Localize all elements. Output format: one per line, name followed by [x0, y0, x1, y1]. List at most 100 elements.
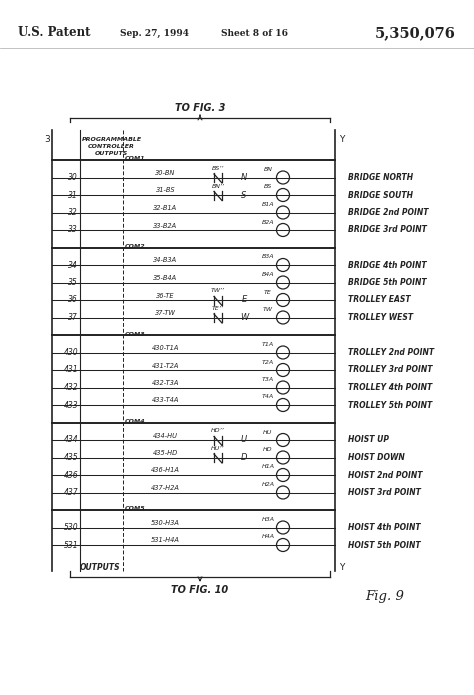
- Text: COM1: COM1: [125, 156, 146, 161]
- Text: B2A: B2A: [262, 220, 274, 224]
- Text: 37: 37: [68, 313, 78, 322]
- Text: 531: 531: [64, 541, 78, 550]
- Text: BRIDGE SOUTH: BRIDGE SOUTH: [348, 190, 413, 199]
- Text: 436: 436: [64, 471, 78, 480]
- Text: Y: Y: [339, 563, 345, 572]
- Text: 431: 431: [64, 366, 78, 375]
- Text: TROLLEY 5th POINT: TROLLEY 5th POINT: [348, 400, 432, 409]
- Text: 430: 430: [64, 348, 78, 357]
- Text: TROLLEY 3rd POINT: TROLLEY 3rd POINT: [348, 366, 432, 375]
- Text: HOIST 2nd POINT: HOIST 2nd POINT: [348, 471, 422, 480]
- Text: 530-H3A: 530-H3A: [151, 520, 180, 526]
- Text: COM3: COM3: [125, 332, 146, 336]
- Text: HOIST UP: HOIST UP: [348, 436, 389, 445]
- Text: PROGRAMMABLE: PROGRAMMABLE: [82, 137, 142, 142]
- Text: HOIST 5th POINT: HOIST 5th POINT: [348, 541, 420, 550]
- Text: 531-H4A: 531-H4A: [151, 537, 180, 543]
- Text: HD’’: HD’’: [211, 429, 225, 434]
- Text: 35-B4A: 35-B4A: [154, 275, 178, 281]
- Text: TE: TE: [264, 290, 272, 295]
- Text: BN’’: BN’’: [211, 183, 224, 188]
- Text: 530: 530: [64, 523, 78, 532]
- Text: 30-BN: 30-BN: [155, 170, 176, 176]
- Text: 435: 435: [64, 453, 78, 462]
- Text: 31: 31: [68, 190, 78, 199]
- Text: S: S: [241, 190, 246, 199]
- Text: Fig. 9: Fig. 9: [365, 590, 404, 603]
- Text: 434: 434: [64, 436, 78, 445]
- Text: 5,350,076: 5,350,076: [374, 26, 456, 40]
- Text: N: N: [241, 173, 247, 182]
- Text: 30: 30: [68, 173, 78, 182]
- Text: H4A: H4A: [262, 534, 274, 539]
- Text: 36: 36: [68, 295, 78, 304]
- Text: H2A: H2A: [262, 482, 274, 487]
- Text: T1A: T1A: [262, 342, 274, 347]
- Text: 32: 32: [68, 208, 78, 217]
- Text: U.S. Patent: U.S. Patent: [18, 26, 91, 40]
- Text: U: U: [241, 436, 247, 445]
- Text: 34: 34: [68, 261, 78, 270]
- Text: BS’’: BS’’: [212, 166, 224, 171]
- Text: Sheet 8 of 16: Sheet 8 of 16: [221, 28, 289, 38]
- Text: 433: 433: [64, 400, 78, 409]
- Text: Sep. 27, 1994: Sep. 27, 1994: [120, 28, 190, 38]
- Text: 436-H1A: 436-H1A: [151, 468, 180, 473]
- Text: 3: 3: [44, 136, 50, 145]
- Text: HU: HU: [264, 430, 273, 434]
- Text: H3A: H3A: [262, 517, 274, 522]
- Text: 431-T2A: 431-T2A: [152, 363, 179, 368]
- Text: 33-B2A: 33-B2A: [154, 222, 178, 229]
- Text: BRIDGE 5th POINT: BRIDGE 5th POINT: [348, 278, 427, 287]
- Text: E: E: [241, 295, 246, 304]
- Text: OUTPUTS: OUTPUTS: [95, 151, 128, 156]
- Text: HOIST 4th POINT: HOIST 4th POINT: [348, 523, 420, 532]
- Text: HU’’: HU’’: [211, 446, 225, 451]
- Text: B3A: B3A: [262, 254, 274, 259]
- Text: TROLLEY 4th POINT: TROLLEY 4th POINT: [348, 383, 432, 392]
- Text: H1A: H1A: [262, 464, 274, 470]
- Text: BRIDGE 2nd POINT: BRIDGE 2nd POINT: [348, 208, 428, 217]
- Text: B4A: B4A: [262, 272, 274, 277]
- Text: 33: 33: [68, 225, 78, 234]
- Text: TO FIG. 3: TO FIG. 3: [175, 103, 225, 113]
- Text: 430-T1A: 430-T1A: [152, 345, 179, 351]
- Text: 432-T3A: 432-T3A: [152, 380, 179, 386]
- Text: B1A: B1A: [262, 202, 274, 207]
- Text: HOIST DOWN: HOIST DOWN: [348, 453, 405, 462]
- Text: TROLLEY EAST: TROLLEY EAST: [348, 295, 410, 304]
- Text: TO FIG. 10: TO FIG. 10: [172, 584, 228, 595]
- Text: 434-HU: 434-HU: [153, 432, 178, 439]
- Text: 435-HD: 435-HD: [153, 450, 178, 456]
- Text: 36-TE: 36-TE: [156, 293, 175, 298]
- Text: TROLLEY WEST: TROLLEY WEST: [348, 313, 413, 322]
- Text: BRIDGE 4th POINT: BRIDGE 4th POINT: [348, 261, 427, 270]
- Text: TROLLEY 2nd POINT: TROLLEY 2nd POINT: [348, 348, 434, 357]
- Text: COM2: COM2: [125, 244, 146, 249]
- Text: D: D: [241, 453, 247, 462]
- Text: TW’’: TW’’: [211, 288, 225, 293]
- Text: OUTPUTS: OUTPUTS: [80, 563, 120, 572]
- Text: T2A: T2A: [262, 359, 274, 364]
- Text: T3A: T3A: [262, 377, 274, 382]
- Text: 31-BS: 31-BS: [155, 188, 175, 193]
- Text: 34-B3A: 34-B3A: [154, 258, 178, 263]
- Text: CONTROLLER: CONTROLLER: [88, 144, 135, 149]
- Text: 433-T4A: 433-T4A: [152, 398, 179, 404]
- Text: HD: HD: [263, 447, 273, 452]
- Text: 437-H2A: 437-H2A: [151, 485, 180, 491]
- Text: BRIDGE NORTH: BRIDGE NORTH: [348, 173, 413, 182]
- Text: BRIDGE 3rd POINT: BRIDGE 3rd POINT: [348, 225, 427, 234]
- Text: 437: 437: [64, 488, 78, 497]
- Text: 35: 35: [68, 278, 78, 287]
- Text: BS: BS: [264, 184, 272, 190]
- Text: BN: BN: [264, 167, 273, 172]
- Text: 37-TW: 37-TW: [155, 310, 176, 316]
- Text: COM5: COM5: [125, 507, 146, 512]
- Text: HOIST 3rd POINT: HOIST 3rd POINT: [348, 488, 421, 497]
- Text: TE’’: TE’’: [212, 306, 224, 311]
- Text: 432: 432: [64, 383, 78, 392]
- Text: W: W: [240, 313, 248, 322]
- Text: T4A: T4A: [262, 395, 274, 400]
- Text: 32-B1A: 32-B1A: [154, 205, 178, 211]
